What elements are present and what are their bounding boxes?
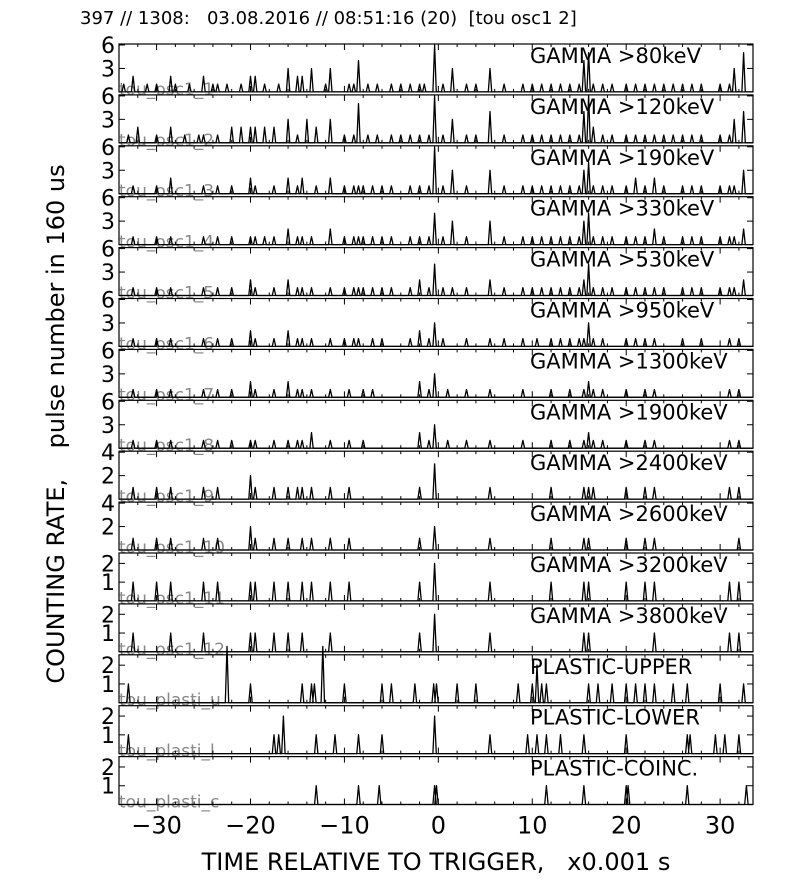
- panel-label: PLASTIC-LOWER: [530, 706, 700, 730]
- panel-name: tou_plasti_l: [119, 742, 215, 762]
- y-tick-label: 6: [101, 390, 115, 415]
- panel-name: tou_osc1_3: [119, 182, 214, 202]
- x-tick-label: 10: [517, 812, 548, 840]
- y-tick-label: 3: [101, 261, 115, 286]
- panel-frame: [118, 654, 754, 704]
- y-tick-label: 4: [101, 441, 115, 466]
- panel-tou-plasti-c: tou_plasti_c12 PLASTIC-COINC.: [101, 756, 754, 813]
- panel-name: tou_osc1_4: [119, 233, 214, 253]
- x-tick-label: 20: [611, 812, 642, 840]
- series-line: [119, 463, 753, 500]
- y-tick-label: 6: [101, 34, 115, 59]
- series-line: [119, 95, 753, 144]
- y-tick-label: 2: [101, 705, 115, 730]
- panel-label: GAMMA >530keV: [530, 248, 715, 272]
- panel-label: GAMMA >80keV: [530, 44, 702, 68]
- y-tick-label: 3: [101, 57, 115, 82]
- panel-label: GAMMA >3800keV: [530, 604, 728, 628]
- panel-tou-osc1-8: tou_osc1_836 GAMMA >1900keV: [101, 390, 754, 456]
- y-tick-label: 3: [101, 363, 115, 388]
- series-line: [119, 212, 753, 246]
- panel-tou-osc1-9: tou_osc1_924 GAMMA >2400keV: [101, 441, 754, 507]
- panel-label: PLASTIC-COINC.: [530, 757, 698, 781]
- panel-label: GAMMA >330keV: [530, 197, 715, 221]
- panel-label: GAMMA >1900keV: [530, 400, 728, 424]
- panel-label: GAMMA >3200keV: [530, 553, 728, 577]
- y-tick-label: 2: [101, 756, 115, 781]
- x-tick-label: 30: [705, 812, 736, 840]
- panel-name: tou_osc1_7: [119, 385, 214, 405]
- y-tick-label: 3: [101, 210, 115, 235]
- x-tick-label: −10: [319, 812, 370, 840]
- panel-name: tou_osc1_8: [119, 436, 214, 456]
- y-tick-label: 3: [101, 312, 115, 337]
- series-line: [119, 44, 753, 93]
- x-tick-label: −20: [225, 812, 276, 840]
- panel-tou-osc1-4: tou_osc1_436 GAMMA >330keV: [101, 187, 754, 253]
- panel-name: tou_plasti_c: [119, 793, 219, 813]
- series-line: [119, 785, 753, 806]
- y-tick-label: 2: [101, 654, 115, 679]
- panel-tou-osc1-1: tou_osc1_136 GAMMA >80keV: [101, 34, 754, 100]
- panel-tou-osc1-3: tou_osc1_336 GAMMA >190keV: [101, 136, 754, 202]
- panel-label: PLASTIC-UPPER: [530, 655, 692, 679]
- y-tick-label: 2: [101, 603, 115, 628]
- series-line: [119, 562, 753, 602]
- x-axis-label: TIME RELATIVE TO TRIGGER, x0.001 s: [201, 848, 671, 876]
- panel-tou-osc1-6: tou_osc1_636 GAMMA >950keV: [101, 289, 754, 354]
- panel-label: GAMMA >190keV: [530, 146, 715, 170]
- panel-label: GAMMA >2400keV: [530, 451, 728, 475]
- y-tick-label: 3: [101, 108, 115, 133]
- y-axis-label: COUNTING RATE, pulse number in 160 us: [42, 164, 70, 684]
- chart-title: 397 // 1308: 03.08.2016 // 08:51:16 (20)…: [80, 8, 577, 29]
- y-tick-label: 6: [101, 339, 115, 364]
- y-tick-label: 2: [101, 465, 115, 490]
- y-tick-label: 6: [101, 238, 115, 263]
- series-line: [119, 715, 753, 755]
- series-line: [119, 424, 753, 449]
- y-tick-label: 4: [101, 492, 115, 517]
- y-tick-label: 1: [101, 724, 115, 749]
- panel-tou-osc1-5: tou_osc1_536 GAMMA >530keV: [101, 238, 754, 304]
- y-tick-label: 1: [101, 775, 115, 800]
- panel-tou-plasti-l: tou_plasti_l12 PLASTIC-LOWER: [101, 705, 754, 762]
- series-line: [119, 146, 753, 195]
- panel-tou-osc1-7: tou_osc1_736 GAMMA >1300keV: [101, 339, 754, 405]
- series-line: [119, 613, 753, 653]
- y-tick-label: 1: [101, 673, 115, 698]
- series-line: [119, 373, 753, 398]
- y-tick-label: 6: [101, 136, 115, 161]
- y-tick-label: 1: [101, 622, 115, 647]
- y-tick-label: 6: [101, 289, 115, 314]
- panel-label: GAMMA >1300keV: [530, 349, 728, 373]
- y-tick-label: 3: [101, 414, 115, 439]
- series-line: [119, 645, 753, 704]
- panel-name: tou_plasti_u: [119, 691, 221, 711]
- series-line: [119, 263, 753, 297]
- panel-label: GAMMA >2600keV: [530, 502, 728, 526]
- y-tick-label: 6: [101, 85, 115, 110]
- series-line: [119, 322, 753, 348]
- y-tick-label: 2: [101, 516, 115, 541]
- y-tick-label: 2: [101, 552, 115, 577]
- x-tick-label: −30: [131, 812, 182, 840]
- y-tick-label: 3: [101, 159, 115, 184]
- y-tick-label: 1: [101, 571, 115, 596]
- series-line: [119, 525, 753, 551]
- panel-label: GAMMA >950keV: [530, 299, 715, 323]
- panel-label: GAMMA >120keV: [530, 95, 715, 119]
- x-tick-label: 0: [431, 812, 446, 840]
- panel-name: tou_osc1_6: [119, 334, 214, 354]
- panel-name: tou_osc1_5: [119, 284, 214, 304]
- panel-tou-osc1-2: tou_osc1_236 GAMMA >120keV: [101, 85, 754, 151]
- y-tick-label: 6: [101, 187, 115, 212]
